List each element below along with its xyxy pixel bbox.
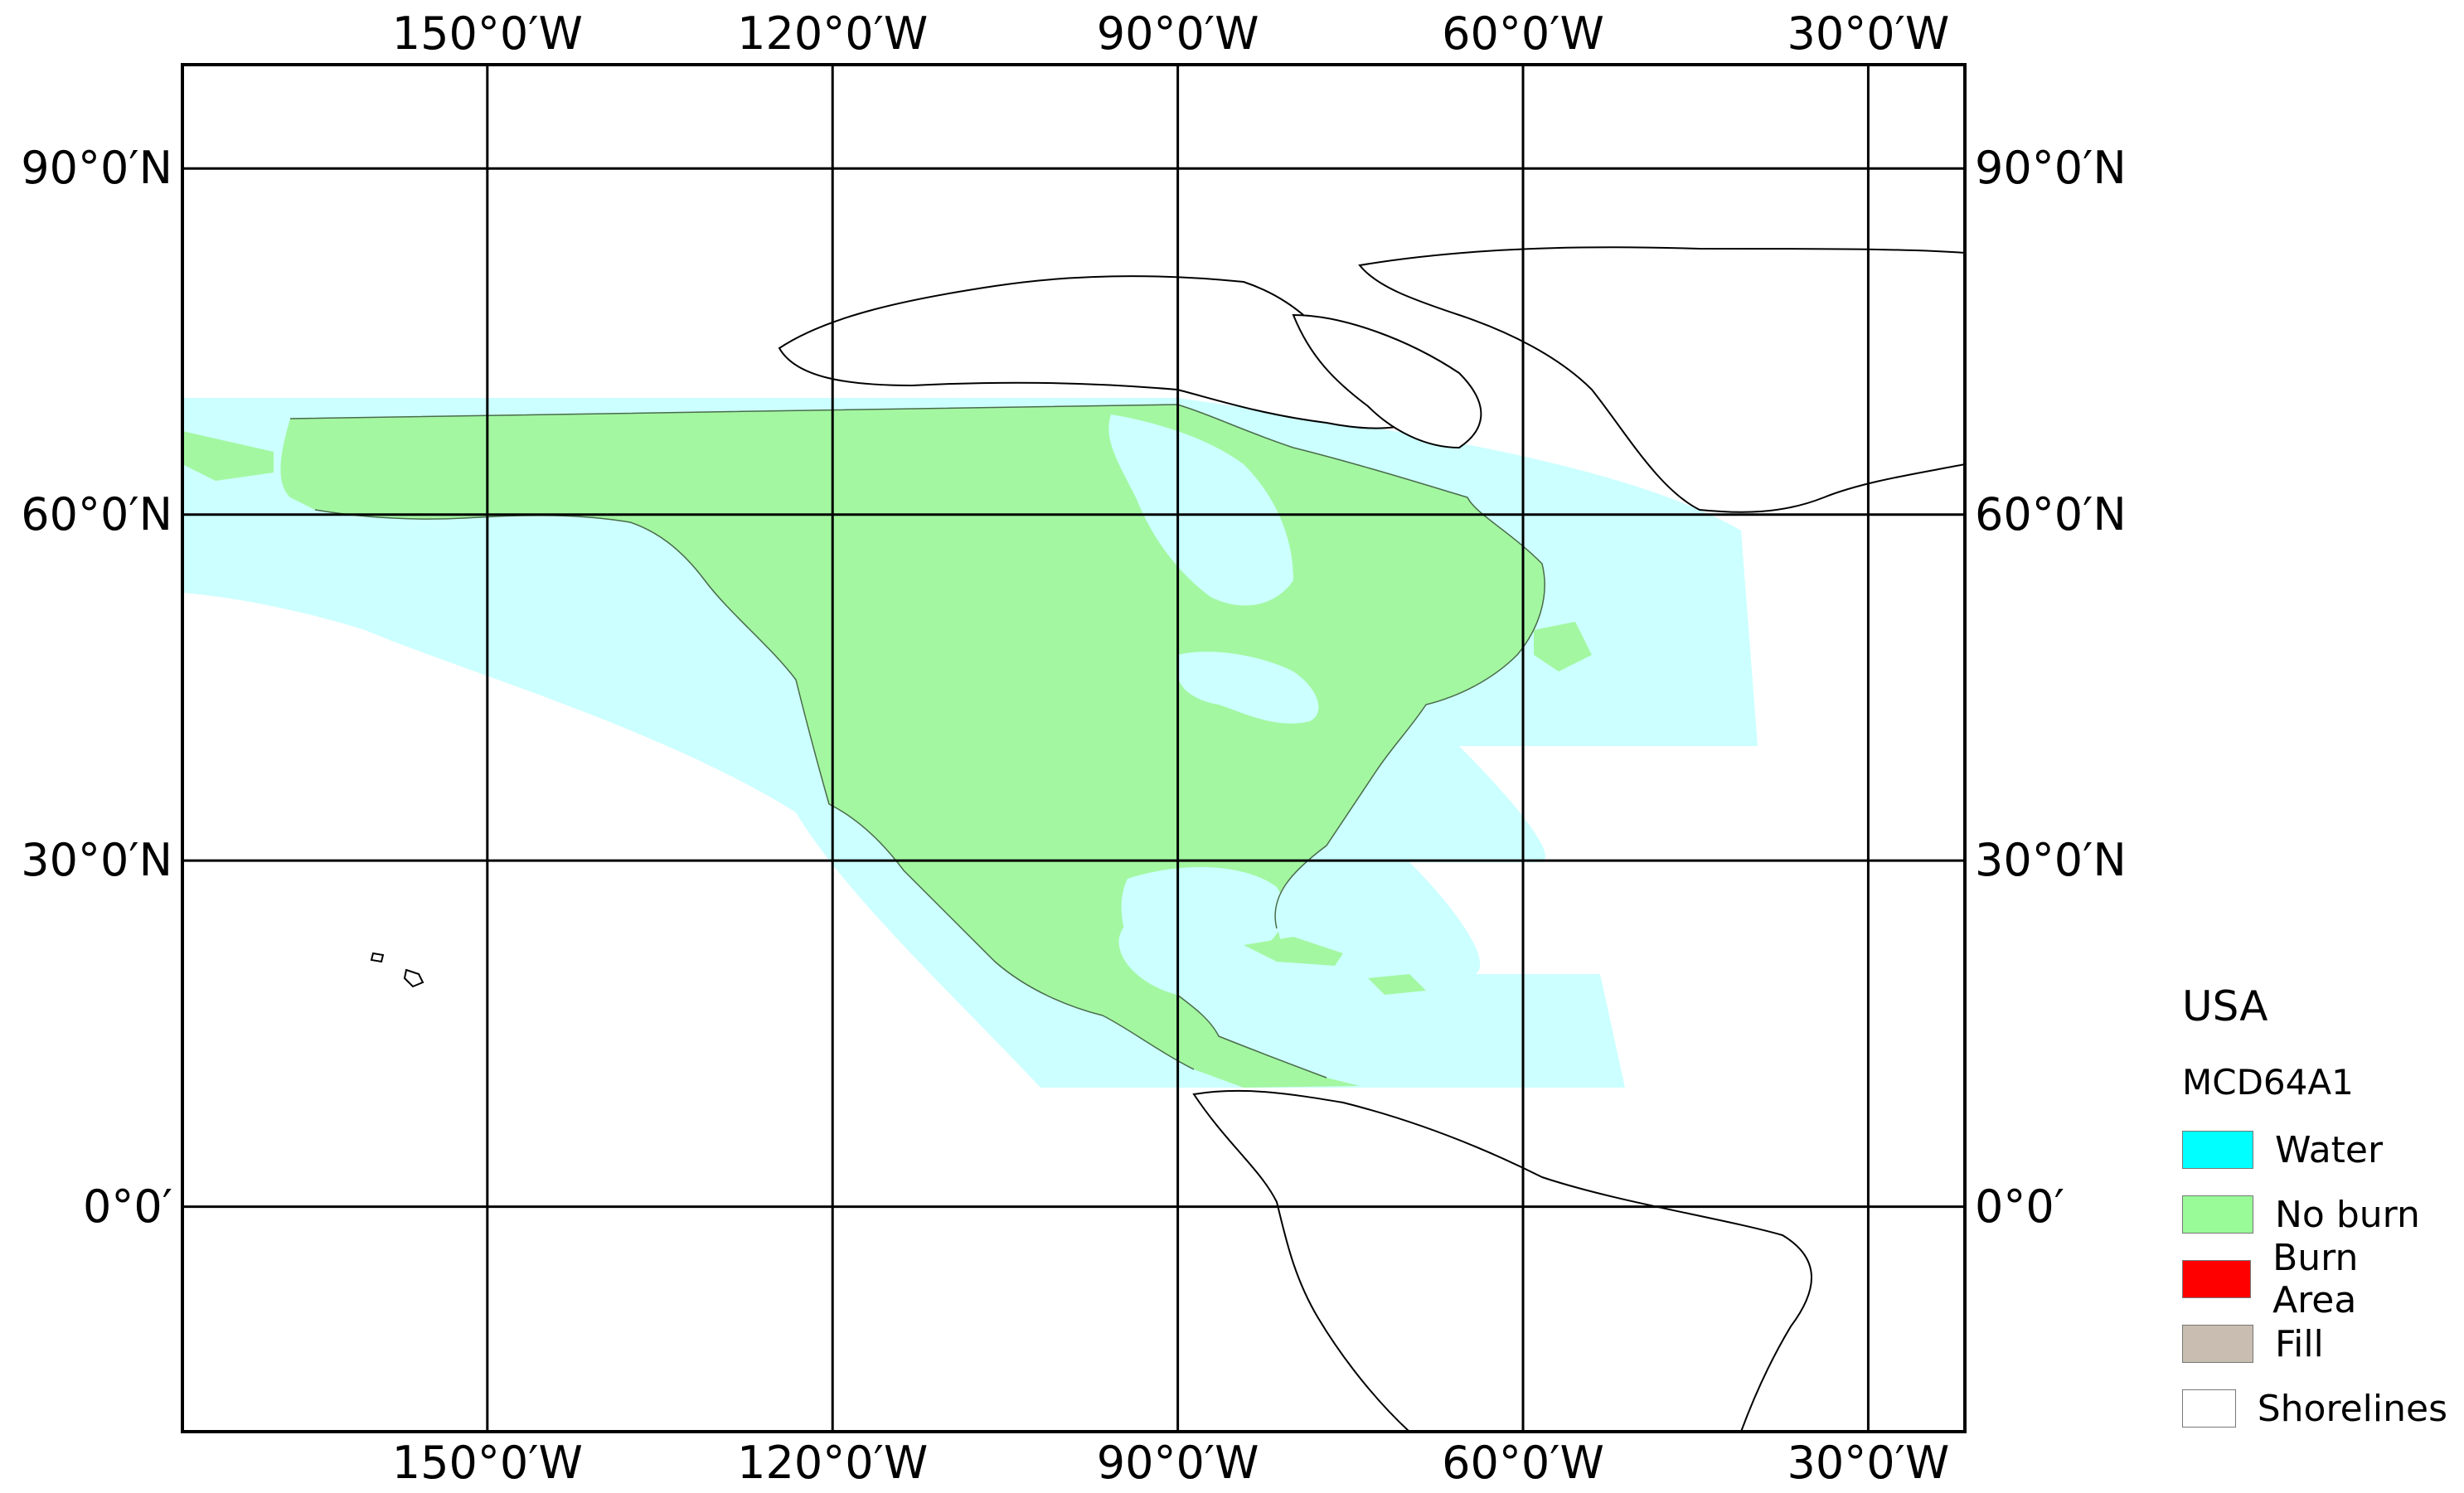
legend-item: Shorelines [2182,1376,2447,1441]
legend-item: Water [2182,1117,2447,1182]
lon-label-top: 120°0′W [737,7,929,60]
legend-label: Water [2275,1128,2384,1171]
legend-swatch [2182,1325,2253,1363]
lat-label-right: 90°0′N [1975,142,2127,195]
legend-swatch [2182,1389,2236,1428]
lat-label-left: 30°0′N [21,834,172,887]
legend-swatch [2182,1131,2253,1169]
legend-items: Water No burn Burn Area Fill Shorelines [2182,1117,2447,1441]
newfoundland [1534,622,1592,671]
legend-item: Fill [2182,1311,2447,1376]
legend-swatch [2182,1195,2253,1234]
map-legend: USA MCD64A1 Water No burn Burn Area Fill Sho… [2182,982,2447,1441]
lat-label-left: 90°0′N [21,142,172,195]
lon-label-top: 60°0′W [1442,7,1604,60]
graticule-grid [182,65,1965,1432]
legend-label: Burn Area [2272,1237,2359,1321]
gulf-of-mexico [1121,867,1284,962]
hawaii-outline [403,968,424,988]
legend-item: No burn [2182,1182,2447,1247]
great-lakes [1177,652,1319,724]
lon-label-bot: 60°0′W [1442,1437,1604,1489]
lon-label-bot: 120°0′W [737,1437,929,1489]
lon-label-top: 150°0′W [391,7,583,60]
legend-label: Shorelines [2257,1387,2447,1430]
lat-label-left: 60°0′N [21,487,172,540]
lat-label-left: 0°0′ [83,1180,172,1233]
cuba [1244,937,1343,966]
lon-label-bot: 90°0′W [1096,1437,1259,1489]
aleutian-land [182,431,274,481]
baffin-island-outline [1292,313,1482,449]
greenland-outline [1358,246,1965,513]
south-america-outline [1192,1089,1812,1432]
lon-label-bot: 150°0′W [391,1437,583,1489]
hispaniola [1368,974,1426,995]
legend-swatch [2182,1260,2252,1298]
lon-label-top: 90°0′W [1096,7,1259,60]
lat-label-right: 30°0′N [1975,834,2127,887]
legend-label: No burn [2275,1193,2420,1236]
hawaii-outline-2 [370,952,385,963]
lat-label-right: 60°0′N [1975,487,2127,540]
legend-label: Fill [2275,1322,2324,1365]
legend-subtitle: MCD64A1 [2182,1062,2354,1103]
hudson-bay [1108,414,1293,606]
legend-title: USA [2182,982,2268,1030]
lat-label-right: 0°0′ [1975,1180,2064,1233]
lon-label-top: 30°0′W [1787,7,1950,60]
map-frame [181,63,1967,1433]
lon-label-bot: 30°0′W [1787,1437,1950,1489]
legend-item: Burn Area [2182,1237,2447,1321]
